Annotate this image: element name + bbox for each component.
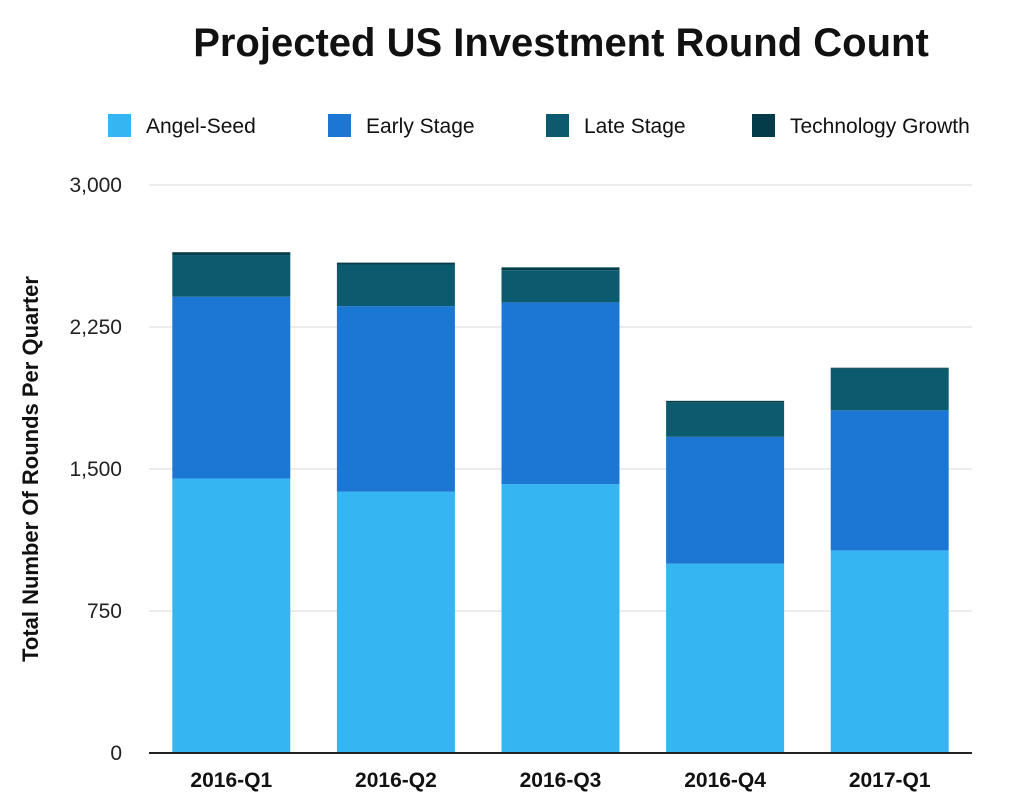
y-tick-label: 0 xyxy=(110,742,122,765)
legend-label: Technology Growth xyxy=(790,115,970,138)
x-tick-label: 2016-Q3 xyxy=(520,769,602,792)
bar-segment xyxy=(172,296,291,479)
bars xyxy=(172,252,949,753)
bar-segment xyxy=(830,368,949,411)
bar-segment xyxy=(336,491,455,753)
bar-segment xyxy=(336,262,455,265)
chart-title: Projected US Investment Round Count xyxy=(193,21,929,65)
legend-swatch xyxy=(546,114,569,137)
legend-label: Late Stage xyxy=(584,115,686,138)
x-tick-label: 2017-Q1 xyxy=(849,769,931,792)
bar-segment xyxy=(501,270,620,303)
bar-segment xyxy=(666,436,785,564)
bar-segment xyxy=(172,255,291,297)
y-axis-label: Total Number Of Rounds Per Quarter xyxy=(18,276,43,662)
x-tick-label: 2016-Q2 xyxy=(355,769,437,792)
y-tick-label: 750 xyxy=(87,600,122,623)
legend-swatch xyxy=(752,114,775,137)
y-tick-label: 3,000 xyxy=(69,174,122,197)
y-axis-ticks: 0 750 1,500 2,250 3,000 xyxy=(69,174,122,765)
bar-segment xyxy=(666,400,785,403)
y-tick-label: 2,250 xyxy=(69,316,122,339)
bar-segment xyxy=(172,478,291,753)
bar-segment xyxy=(830,410,949,551)
y-tick-label: 1,500 xyxy=(69,458,122,481)
bar-segment xyxy=(336,264,455,307)
bar-segment xyxy=(666,563,785,753)
x-axis-ticks: 2016-Q1 2016-Q2 2016-Q3 2016-Q4 2017-Q1 xyxy=(190,769,930,792)
legend-swatch xyxy=(108,114,131,137)
bar-segment xyxy=(501,302,620,485)
legend: Angel-Seed Early Stage Late Stage Technolog… xyxy=(108,114,970,138)
bar-segment xyxy=(501,484,620,753)
bar-segment xyxy=(666,402,785,437)
x-tick-label: 2016-Q4 xyxy=(684,769,766,792)
bar-segment xyxy=(830,367,949,369)
x-tick-label: 2016-Q1 xyxy=(190,769,272,792)
bar-segment xyxy=(336,306,455,492)
bar-segment xyxy=(501,267,620,271)
legend-label: Early Stage xyxy=(366,115,475,138)
legend-label: Angel-Seed xyxy=(146,115,256,138)
bar-segment xyxy=(172,252,291,256)
legend-swatch xyxy=(328,114,351,137)
bar-segment xyxy=(830,550,949,753)
